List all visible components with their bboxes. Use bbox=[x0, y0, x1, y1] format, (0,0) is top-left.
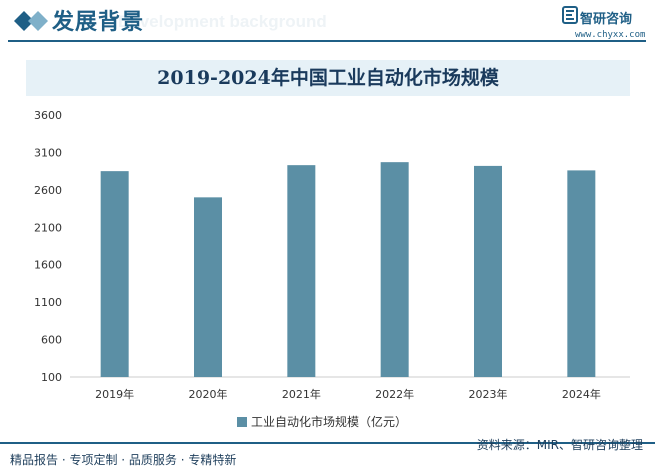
y-tick-label: 2600 bbox=[34, 184, 62, 197]
page-header: Development background 发展背景 智研咨询 www.chy… bbox=[0, 0, 655, 44]
bar bbox=[194, 197, 222, 377]
brand-url[interactable]: www.chyxx.com bbox=[575, 30, 646, 40]
brand-name: 智研咨询 bbox=[580, 12, 633, 27]
legend-label: 工业自动化市场规模（亿元） bbox=[251, 414, 407, 429]
x-tick-label: 2022年 bbox=[375, 387, 414, 401]
y-tick-label: 1100 bbox=[34, 296, 62, 309]
x-tick-label: 2019年 bbox=[95, 387, 134, 401]
chevron-double-icon bbox=[14, 11, 48, 31]
brand-logo-icon bbox=[562, 6, 578, 24]
x-tick-label: 2021年 bbox=[282, 387, 321, 401]
legend-swatch bbox=[237, 417, 247, 427]
header-divider bbox=[8, 40, 646, 42]
x-axis-ticks: 2019年 2020年 2021年 2022年 2023年 2024年 bbox=[95, 387, 601, 401]
page-title: 发展背景 bbox=[52, 9, 145, 35]
x-tick-label: 2024年 bbox=[562, 387, 601, 401]
y-tick-label: 1600 bbox=[34, 259, 62, 272]
x-tick-label: 2023年 bbox=[469, 387, 508, 401]
y-tick-label: 3100 bbox=[34, 146, 62, 159]
bar bbox=[380, 162, 409, 377]
y-tick-label: 100 bbox=[41, 371, 62, 384]
chart-title-bar: 2019-2024年中国工业自动化市场规模 bbox=[26, 60, 630, 96]
y-tick-label: 2100 bbox=[34, 221, 62, 234]
bar bbox=[287, 165, 316, 377]
y-tick-label: 600 bbox=[41, 334, 62, 347]
data-source: 资料来源：MIR、智研咨询整理 bbox=[476, 438, 643, 452]
chart-title: 2019-2024年中国工业自动化市场规模 bbox=[157, 67, 499, 89]
bar-series bbox=[100, 162, 596, 377]
footer-divider bbox=[0, 442, 655, 444]
header-watermark: Development background bbox=[118, 12, 327, 31]
y-axis-ticks: 3600 3100 2600 2100 1600 1100 600 100 bbox=[34, 109, 62, 384]
chart-legend: 工业自动化市场规模（亿元） bbox=[237, 414, 407, 429]
y-tick-label: 3600 bbox=[34, 109, 62, 122]
footer-tagline: 精品报告 · 专项定制 · 品质服务 · 专精特新 bbox=[10, 453, 237, 467]
bar bbox=[100, 171, 129, 377]
bar bbox=[474, 165, 502, 377]
x-tick-label: 2020年 bbox=[189, 387, 228, 401]
bar bbox=[567, 170, 596, 377]
